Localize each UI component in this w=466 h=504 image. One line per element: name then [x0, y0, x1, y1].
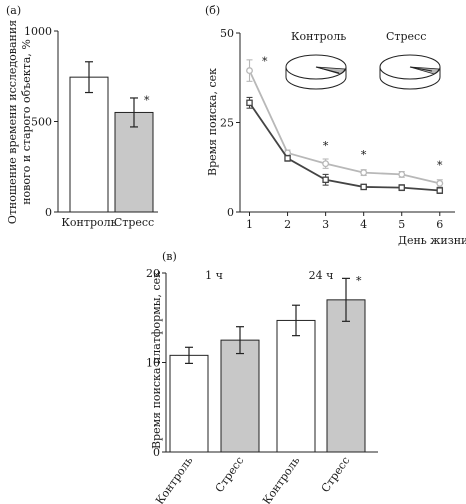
inset-stress-label: Стресс	[386, 30, 426, 43]
panel-b-point-control	[246, 99, 253, 107]
panel-a-bar	[69, 76, 109, 213]
panel-b-point-stress	[246, 67, 253, 75]
panel-c-bar	[220, 339, 260, 453]
inset-control-label: Контроль	[291, 30, 346, 43]
inset-stress-pool: Стресс	[379, 30, 441, 90]
panel-a-ylabel-line2: нового и старого объекта, %	[20, 39, 33, 205]
panel-c-bars: Контроль Стресс Контроль Стресс * 1 ч 24 ч	[153, 269, 366, 504]
panel-c-category-label: Стресс	[213, 454, 247, 495]
panel-a-significance-star: *	[144, 94, 150, 107]
panel-b-significance-star: *	[437, 159, 443, 172]
panel-b-point-control	[284, 155, 291, 162]
panel-b-series-line-stress	[248, 70, 440, 185]
panel-a-category-label: Контроль	[61, 216, 116, 229]
panel-b-xtick-label: 2	[284, 218, 291, 231]
panel-b-ylabel: Время поиска, сек	[206, 68, 219, 176]
panel-b-xtick-label: 1	[246, 218, 253, 231]
panel-b-ytick-label: 0	[227, 206, 234, 219]
panel-c-bar-chart: (в) Время поиска платформы, сек 0 10 20 Ко…	[146, 250, 378, 504]
panel-c-bar	[276, 319, 316, 453]
panel-c-ylabel: Время поиска платформы, сек	[150, 271, 163, 449]
panel-a-bar-chart: (а) Отношение времени исследования новог…	[6, 4, 158, 229]
panel-b-xtick-label: 6	[436, 218, 443, 231]
panel-b-series-line-control	[248, 102, 440, 192]
panel-b-ytick-label: 25	[220, 117, 234, 130]
panel-c-significance-star: *	[356, 274, 362, 287]
panel-b-point-control	[398, 184, 405, 191]
panel-b-point-stress	[398, 170, 406, 178]
panel-b-ytick-label: 50	[220, 27, 234, 40]
panel-b-xtick-label: 3	[322, 218, 329, 231]
panel-c-bar	[169, 354, 209, 453]
panel-b-xtick-label: 4	[360, 218, 367, 231]
panel-b-xtick-label: 5	[398, 218, 405, 231]
panel-a-bar	[114, 111, 154, 213]
panel-c-group-label: 1 ч	[205, 269, 223, 282]
panel-b-point-control	[360, 183, 367, 191]
inset-control-path	[315, 66, 340, 74]
panel-c-ytick-label: 20	[146, 267, 160, 280]
panel-a-ytick-label: 0	[45, 206, 52, 219]
panel-b-significance-star: *	[361, 148, 367, 161]
panel-b-significance-star: *	[323, 139, 329, 152]
panel-c-category-label: Стресс	[319, 454, 353, 495]
panel-c-label: (в)	[162, 250, 177, 263]
panel-c-bar	[326, 299, 366, 453]
panel-b-series: * * * *	[246, 55, 444, 194]
panel-b-point-control	[436, 187, 444, 194]
panel-b-label: (б)	[205, 4, 220, 17]
panel-b-point-stress	[436, 179, 444, 187]
panel-a-label: (а)	[6, 4, 21, 17]
panel-a-category-label: Стресс	[114, 216, 154, 229]
panel-b-axes: 0 25 50 1 2 3 4 5 6	[220, 27, 455, 231]
panel-a-ytick-label: 1000	[24, 25, 52, 38]
panel-b-xlabel: День жизни	[398, 234, 466, 247]
panel-c-category-label: Контроль	[153, 454, 195, 504]
panel-b-point-stress	[360, 169, 368, 177]
inset-control-pool: Контроль	[285, 30, 347, 90]
panel-c-ytick-label: 0	[153, 446, 160, 459]
panel-b-significance-star: *	[262, 55, 268, 68]
panel-a-ytick-label: 500	[31, 116, 52, 129]
panel-c-group-label: 24 ч	[309, 269, 334, 282]
panel-a-ylabel-line1: Отношение времени исследования	[6, 20, 19, 224]
panel-c-ytick-label: 10	[146, 357, 160, 370]
panel-c-category-label: Контроль	[260, 454, 302, 504]
inset-stress-path	[409, 66, 433, 72]
panel-b-point-control	[322, 176, 329, 184]
panel-b-point-stress	[322, 160, 330, 168]
